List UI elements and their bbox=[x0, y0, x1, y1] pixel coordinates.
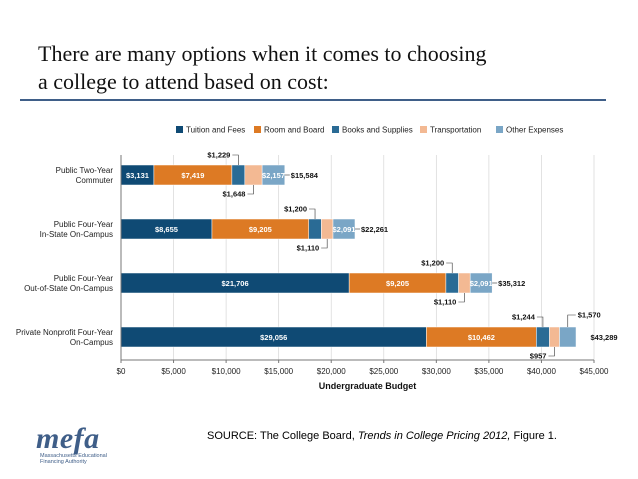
callout-line-0-3 bbox=[247, 185, 254, 195]
slide-title-line1: There are many options when it comes to … bbox=[38, 41, 487, 66]
legend-swatch-0 bbox=[176, 126, 183, 133]
bar-3-transportation bbox=[549, 326, 560, 348]
category-label-0-line2: Commuter bbox=[76, 176, 114, 185]
bar-value-label-1-1: $9,205 bbox=[249, 225, 272, 234]
legend-swatch-1 bbox=[254, 126, 261, 133]
chart-grid bbox=[173, 155, 595, 360]
bar-total-label-3: $43,289 bbox=[590, 333, 617, 342]
title-divider bbox=[20, 99, 606, 101]
chart-annotations: $15,584 $1,229 $1,648 $22,261 $1,200 $1,110 $3… bbox=[207, 151, 617, 361]
logo-wordmark: mefa bbox=[36, 422, 100, 455]
category-label-3-line2: On-Campus bbox=[70, 338, 113, 347]
callout-line-2-2 bbox=[446, 262, 453, 273]
bar-value-label-2-0: $21,706 bbox=[222, 279, 249, 288]
bar-value-label-2-1: $9,205 bbox=[386, 279, 409, 288]
callout-label-3-2: $1,244 bbox=[512, 313, 536, 322]
legend-label-0: Tuition and Fees bbox=[186, 126, 245, 135]
legend-label-4: Other Expenses bbox=[506, 126, 563, 135]
callout-line-3-3 bbox=[548, 347, 555, 357]
bar-0-transportation bbox=[244, 164, 263, 186]
legend-swatch-4 bbox=[496, 126, 503, 133]
callout-line-1-2 bbox=[309, 208, 316, 219]
bar-value-label-3-1: $10,462 bbox=[468, 333, 495, 342]
slide-title: There are many options when it comes to … bbox=[38, 40, 618, 96]
callout-line-2-3 bbox=[458, 293, 465, 303]
callout-label-0-2: $1,229 bbox=[207, 151, 230, 160]
x-tick-label-5: $25,000 bbox=[369, 367, 398, 376]
bar-0-books-and-supplies bbox=[231, 164, 246, 186]
mefa-logo: mefa Massachusetts Educational Financing… bbox=[36, 422, 107, 475]
legend-swatch-2 bbox=[332, 126, 339, 133]
category-label-1-line2: In-State On-Campus bbox=[40, 230, 113, 239]
source-citation: SOURCE: The College Board, Trends in Col… bbox=[207, 430, 557, 442]
category-label-2-line1: Public Four-Year bbox=[54, 274, 114, 283]
category-label-3-line1: Private Nonprofit Four-Year bbox=[16, 328, 113, 337]
x-tick-label-6: $30,000 bbox=[422, 367, 451, 376]
callout-line-3-4 bbox=[567, 314, 576, 327]
source-prefix: SOURCE: The College Board, bbox=[207, 430, 358, 442]
bar-value-label-1-4: $2,091 bbox=[333, 225, 356, 234]
callout-label-1-2: $1,200 bbox=[284, 205, 307, 214]
bar-value-label-3-0: $29,056 bbox=[260, 333, 287, 342]
bar-2-transportation bbox=[458, 272, 471, 294]
x-tick-label-7: $35,000 bbox=[474, 367, 503, 376]
x-tick-label-4: $20,000 bbox=[317, 367, 346, 376]
legend-label-1: Room and Board bbox=[264, 126, 324, 135]
chart-legend: Tuition and Fees Room and Board Books and … bbox=[176, 126, 563, 135]
bar-1-transportation bbox=[321, 218, 334, 240]
bar-value-label-0-4: $2,157 bbox=[262, 171, 285, 180]
bar-3-other-expenses bbox=[559, 326, 577, 348]
callout-line-0-2 bbox=[232, 154, 239, 165]
category-label-2-line2: Out-of-State On-Campus bbox=[24, 284, 113, 293]
bar-value-label-0-1: $7,419 bbox=[181, 171, 204, 180]
logo-subtitle-line2: Financing Authority bbox=[40, 459, 87, 465]
x-tick-label-9: $45,000 bbox=[580, 367, 609, 376]
callout-label-2-3: $1,110 bbox=[434, 298, 457, 307]
legend-swatch-3 bbox=[420, 126, 427, 133]
source-suffix: Figure 1. bbox=[510, 430, 557, 442]
callout-label-3-3: $957 bbox=[530, 352, 547, 361]
bar-value-label-2-4: $2,091 bbox=[470, 279, 493, 288]
legend-label-3: Transportation bbox=[430, 126, 481, 135]
legend-label-2: Books and Supplies bbox=[342, 126, 413, 135]
x-tick-label-1: $5,000 bbox=[161, 367, 186, 376]
x-tick-label-3: $15,000 bbox=[264, 367, 293, 376]
callout-label-2-2: $1,200 bbox=[421, 259, 444, 268]
callout-label-3-4: $1,570 bbox=[578, 311, 601, 320]
bar-3-books-and-supplies bbox=[536, 326, 550, 348]
callout-label-1-3: $1,110 bbox=[297, 244, 320, 253]
source-title: Trends in College Pricing 2012, bbox=[357, 430, 511, 442]
x-axis: $0 $5,000 $10,000 $15,000 $20,000 $25,000 $30,… bbox=[117, 155, 609, 391]
bar-value-label-0-0: $3,131 bbox=[126, 171, 149, 180]
bar-total-label-1: $22,261 bbox=[361, 225, 388, 234]
category-label-1-line1: Public Four-Year bbox=[54, 220, 114, 229]
bar-total-label-0: $15,584 bbox=[291, 171, 319, 180]
x-axis-title: Undergraduate Budget bbox=[319, 381, 417, 391]
x-tick-label-2: $10,000 bbox=[212, 367, 241, 376]
x-tick-label-8: $40,000 bbox=[527, 367, 556, 376]
bar-total-label-2: $35,312 bbox=[498, 279, 525, 288]
slide-title-line2: a college to attend based on cost: bbox=[38, 69, 329, 94]
bar-2-books-and-supplies bbox=[445, 272, 459, 294]
bar-1-books-and-supplies bbox=[308, 218, 322, 240]
stacked-bar-chart: Tuition and Fees Room and Board Books and … bbox=[16, 126, 618, 392]
callout-line-3-2 bbox=[536, 316, 544, 327]
x-tick-label-0: $0 bbox=[117, 367, 126, 376]
logo-subtitle-line1: Massachusetts Educational bbox=[40, 453, 107, 459]
callout-label-0-3: $1,648 bbox=[223, 190, 246, 199]
callout-line-1-3 bbox=[321, 239, 328, 249]
category-label-0-line1: Public Two-Year bbox=[56, 166, 114, 175]
bar-value-label-1-0: $8,655 bbox=[155, 225, 178, 234]
